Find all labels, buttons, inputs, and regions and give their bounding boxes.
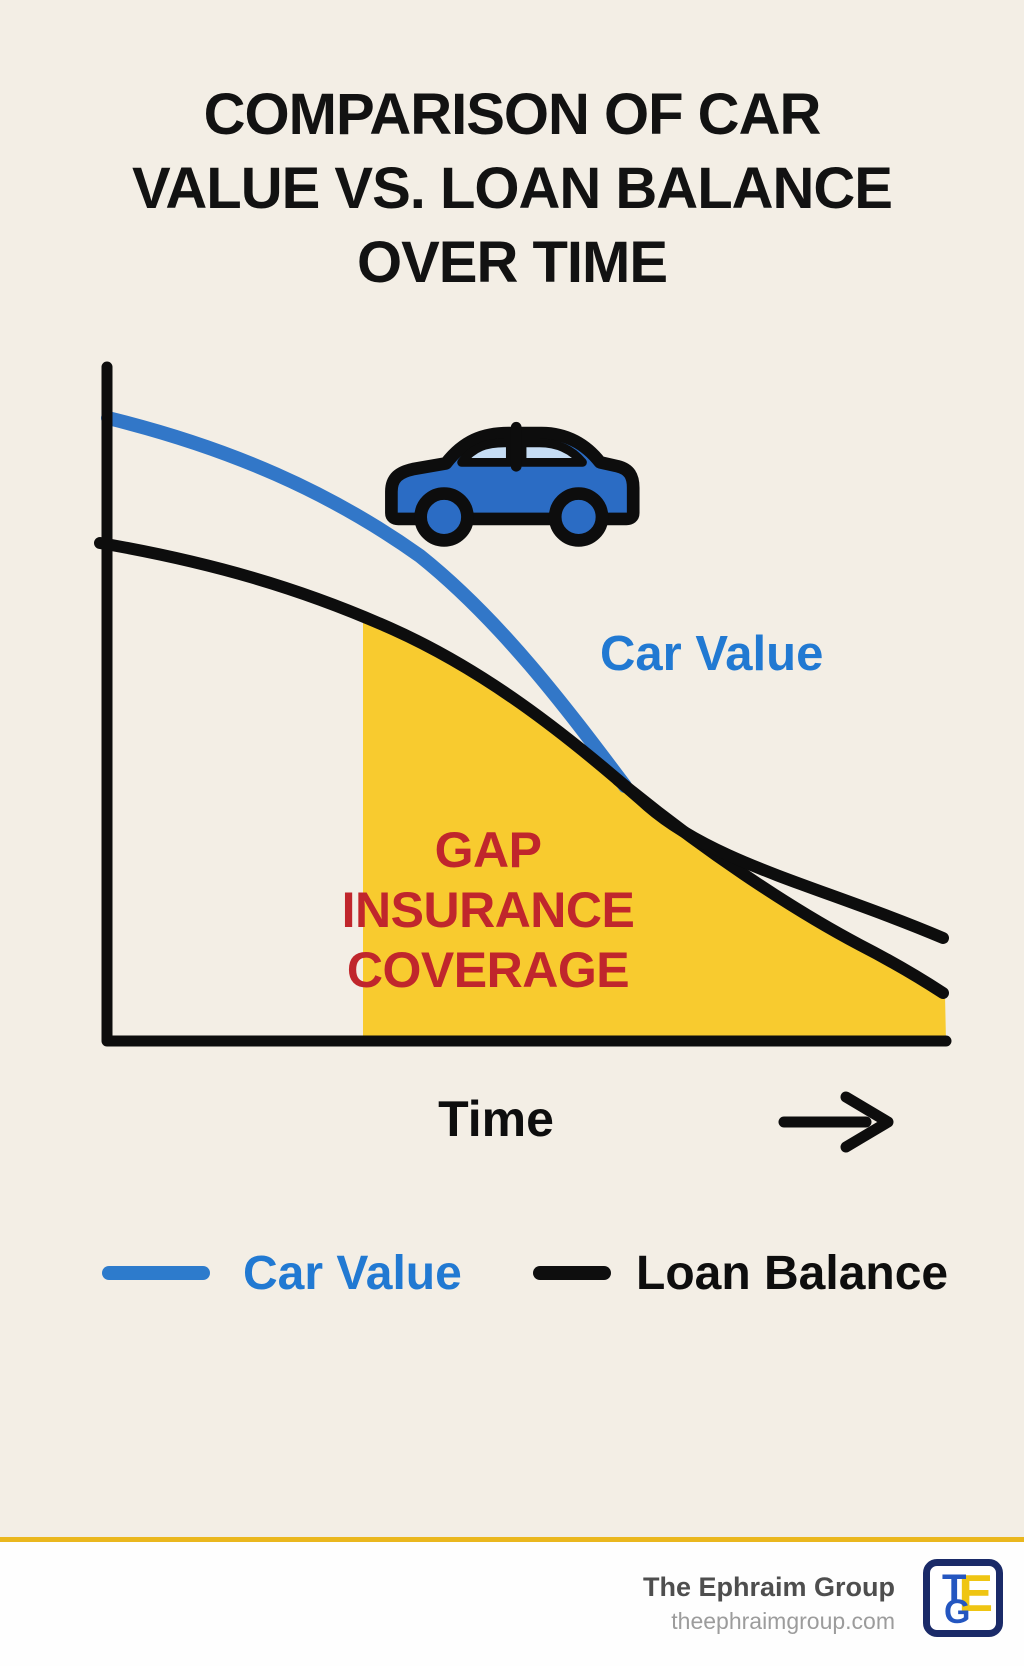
gap-label-line-1: GAP — [434, 822, 542, 878]
legend-label-car-value: Car Value — [243, 1247, 462, 1300]
logo-letter-t: T — [942, 1567, 967, 1611]
x-axis-label: Time — [438, 1091, 554, 1147]
logo-letter-g: G — [944, 1593, 971, 1631]
loan-balance-curve — [94, 537, 949, 944]
right-arrow-icon — [778, 1091, 894, 1153]
brand-name: The Ephraim Group — [642, 1572, 895, 1602]
gap-label-line-3: COVERAGE — [346, 942, 630, 998]
title-line-3: OVER TIME — [356, 230, 668, 295]
car-value-curve — [101, 411, 632, 793]
tge-logo: E T G — [923, 1559, 1003, 1637]
brand-website: theephraimgroup.com — [671, 1608, 895, 1634]
car-value-inline-label: Car Value — [600, 627, 824, 681]
gap-insurance-coverage-label: GAP INSURANCE COVERAGE — [308, 820, 668, 1000]
gap-label-line-2: INSURANCE — [341, 882, 635, 938]
footer-background — [0, 1542, 1024, 1666]
title-line-1: COMPARISON OF CAR — [203, 82, 822, 147]
legend-swatch-car-value — [102, 1266, 210, 1280]
legend-swatch-loan-balance — [533, 1266, 611, 1280]
page-title: COMPARISON OF CAR VALUE VS. LOAN BALANCE… — [0, 78, 1024, 300]
legend-label-loan-balance: Loan Balance — [636, 1247, 949, 1300]
car-icon — [385, 421, 640, 547]
logo-letter-e: E — [958, 1565, 993, 1623]
axes — [101, 361, 952, 1047]
title-line-2: VALUE VS. LOAN BALANCE — [132, 156, 893, 221]
gap-area — [363, 617, 946, 1041]
footer-divider — [0, 1537, 1024, 1542]
